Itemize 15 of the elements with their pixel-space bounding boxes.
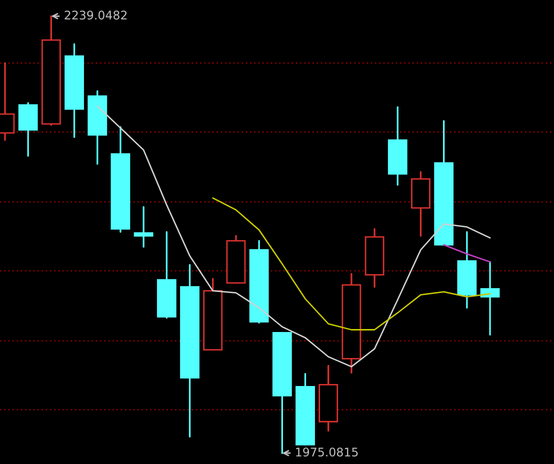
candlestick bbox=[480, 261, 500, 336]
candlestick bbox=[180, 264, 200, 438]
candlestick bbox=[110, 126, 130, 233]
annotation: 1975.0815 bbox=[296, 448, 358, 457]
candlestick bbox=[64, 43, 84, 138]
candlestick bbox=[342, 272, 362, 374]
candlestick bbox=[318, 364, 338, 432]
candlestick bbox=[88, 90, 108, 165]
candlestick bbox=[134, 206, 154, 248]
candlestick bbox=[388, 106, 408, 186]
candlestick bbox=[411, 171, 430, 237]
annotation: 2239.0482 bbox=[64, 10, 127, 20]
candlestick bbox=[364, 228, 384, 288]
candlestick bbox=[18, 102, 38, 157]
candlestick bbox=[457, 231, 477, 309]
